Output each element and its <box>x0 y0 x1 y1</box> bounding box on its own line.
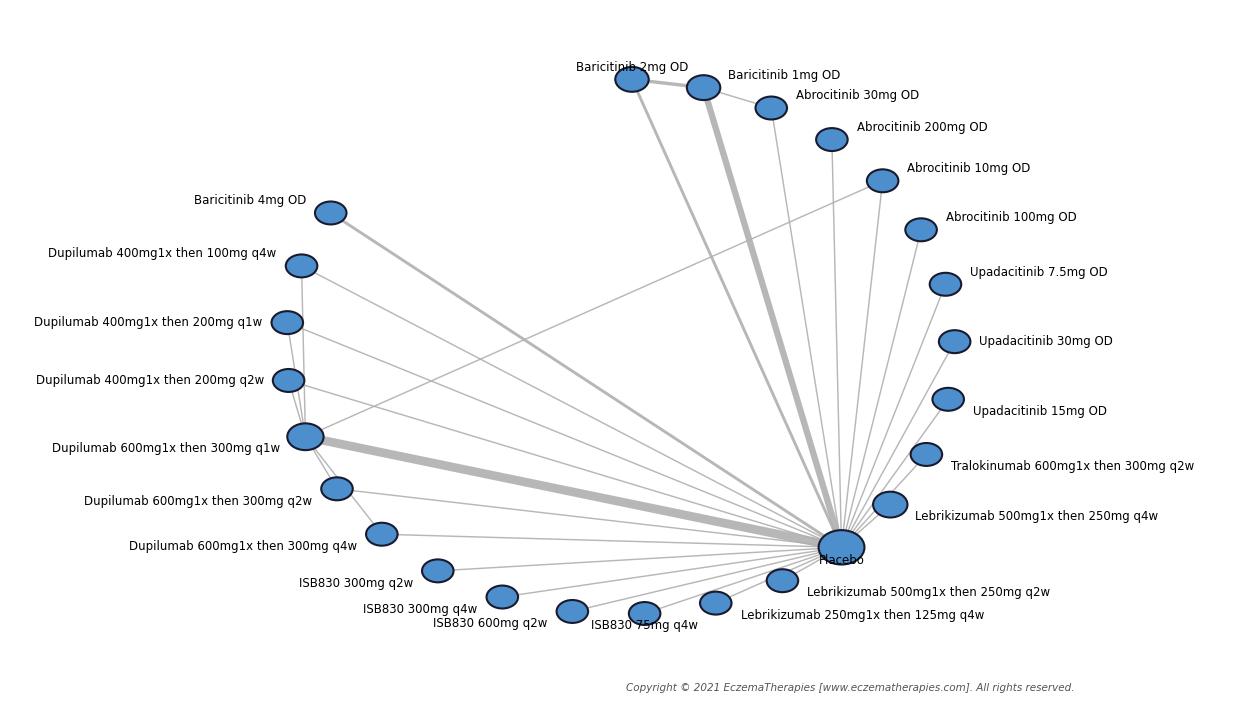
Text: Lebrikizumab 500mg1x then 250mg q2w: Lebrikizumab 500mg1x then 250mg q2w <box>808 586 1051 600</box>
Text: ISB830 75mg q4w: ISB830 75mg q4w <box>591 619 698 632</box>
Ellipse shape <box>817 128 847 151</box>
Ellipse shape <box>867 169 898 192</box>
Ellipse shape <box>287 423 323 450</box>
Text: Dupilumab 600mg1x then 300mg q1w: Dupilumab 600mg1x then 300mg q1w <box>52 442 280 456</box>
Ellipse shape <box>616 67 649 92</box>
Ellipse shape <box>819 530 865 565</box>
Ellipse shape <box>556 600 589 623</box>
Ellipse shape <box>422 560 453 582</box>
Ellipse shape <box>629 602 660 625</box>
Text: Lebrikizumab 500mg1x then 250mg q4w: Lebrikizumab 500mg1x then 250mg q4w <box>916 510 1158 523</box>
Text: Baricitinib 2mg OD: Baricitinib 2mg OD <box>576 60 688 74</box>
Text: ISB830 300mg q4w: ISB830 300mg q4w <box>363 602 477 616</box>
Ellipse shape <box>756 96 787 120</box>
Ellipse shape <box>487 586 518 609</box>
Text: Upadacitinib 7.5mg OD: Upadacitinib 7.5mg OD <box>970 266 1108 278</box>
Text: Abrocitinib 100mg OD: Abrocitinib 100mg OD <box>945 211 1077 224</box>
Ellipse shape <box>906 219 937 241</box>
Text: Baricitinib 1mg OD: Baricitinib 1mg OD <box>729 69 841 82</box>
Text: Dupilumab 400mg1x then 200mg q1w: Dupilumab 400mg1x then 200mg q1w <box>35 316 263 329</box>
Text: Abrocitinib 10mg OD: Abrocitinib 10mg OD <box>907 162 1031 175</box>
Ellipse shape <box>286 254 317 278</box>
Text: Abrocitinib 30mg OD: Abrocitinib 30mg OD <box>797 89 919 102</box>
Ellipse shape <box>315 202 347 224</box>
Ellipse shape <box>911 443 942 466</box>
Text: Lebrikizumab 250mg1x then 125mg q4w: Lebrikizumab 250mg1x then 125mg q4w <box>741 609 984 622</box>
Ellipse shape <box>873 491 907 517</box>
Text: Placebo: Placebo <box>819 554 865 567</box>
Text: Dupilumab 600mg1x then 300mg q2w: Dupilumab 600mg1x then 300mg q2w <box>84 494 312 508</box>
Ellipse shape <box>271 311 304 334</box>
Text: Upadacitinib 30mg OD: Upadacitinib 30mg OD <box>980 335 1114 348</box>
Text: Dupilumab 400mg1x then 100mg q4w: Dupilumab 400mg1x then 100mg q4w <box>48 247 276 260</box>
Ellipse shape <box>321 477 353 501</box>
Text: Upadacitinib 15mg OD: Upadacitinib 15mg OD <box>973 405 1106 418</box>
Ellipse shape <box>366 523 398 546</box>
Ellipse shape <box>700 592 731 614</box>
Ellipse shape <box>686 75 720 100</box>
Text: Tralokinumab 600mg1x then 300mg q2w: Tralokinumab 600mg1x then 300mg q2w <box>952 460 1194 473</box>
Ellipse shape <box>273 369 305 392</box>
Text: ISB830 300mg q2w: ISB830 300mg q2w <box>299 576 413 590</box>
Text: ISB830 600mg q2w: ISB830 600mg q2w <box>434 617 548 630</box>
Ellipse shape <box>933 388 964 411</box>
Ellipse shape <box>939 330 970 353</box>
Text: Baricitinib 4mg OD: Baricitinib 4mg OD <box>193 194 306 207</box>
Text: Abrocitinib 200mg OD: Abrocitinib 200mg OD <box>856 121 987 134</box>
Text: Copyright © 2021 EczemaTherapies [www.eczematherapies.com]. All rights reserved.: Copyright © 2021 EczemaTherapies [www.ec… <box>626 683 1074 693</box>
Ellipse shape <box>929 273 961 296</box>
Text: Dupilumab 600mg1x then 300mg q4w: Dupilumab 600mg1x then 300mg q4w <box>129 540 357 553</box>
Text: Dupilumab 400mg1x then 200mg q2w: Dupilumab 400mg1x then 200mg q2w <box>36 374 264 387</box>
Ellipse shape <box>767 569 798 592</box>
